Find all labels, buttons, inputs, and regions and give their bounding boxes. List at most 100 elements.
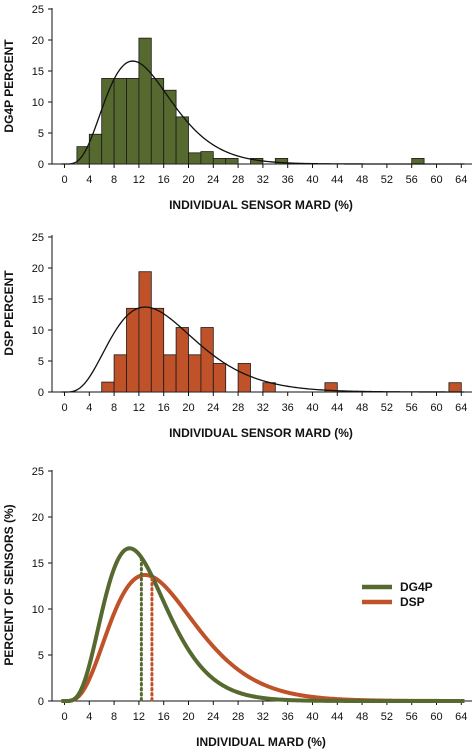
x-tick-label: 40 xyxy=(306,402,318,414)
histogram-bar xyxy=(200,327,214,393)
dg4p-curve xyxy=(60,546,465,703)
histogram-bar xyxy=(237,363,251,393)
y-tick-label: 20 xyxy=(32,512,44,524)
x-tick-label: 56 xyxy=(406,174,418,186)
x-tick-label: 12 xyxy=(133,174,145,186)
histogram-bar xyxy=(138,271,152,393)
histogram-bar xyxy=(163,89,177,165)
x-tick-label: 60 xyxy=(430,174,442,186)
x-tick-label: 4 xyxy=(86,711,92,723)
x-tick-label: 52 xyxy=(381,402,393,414)
y-tick-label: 10 xyxy=(32,97,44,109)
histogram-bar xyxy=(126,307,140,393)
x-tick-label: 36 xyxy=(282,402,294,414)
x-tick-label: 20 xyxy=(182,711,194,723)
x-tick-label: 36 xyxy=(282,174,294,186)
x-tick-label: 60 xyxy=(430,402,442,414)
x-tick-label: 24 xyxy=(207,174,219,186)
histogram-bar xyxy=(163,354,177,393)
x-axis-title: INDIVIDUAL SENSOR MARD (%) xyxy=(169,198,353,212)
y-tick-label: 5 xyxy=(38,356,44,368)
histogram-bar xyxy=(175,116,189,165)
legend-label-dsp: DSP xyxy=(400,595,425,609)
histogram-bar xyxy=(188,354,202,393)
histogram-bar xyxy=(188,152,202,165)
x-tick-label: 48 xyxy=(356,174,368,186)
fit-curve xyxy=(61,306,465,393)
y-tick-label: 0 xyxy=(38,696,44,708)
x-tick-label: 52 xyxy=(381,711,393,723)
histogram-bar xyxy=(225,158,239,165)
x-tick-label: 4 xyxy=(86,174,92,186)
y-tick-label: 20 xyxy=(32,263,44,275)
y-tick-label: 20 xyxy=(32,35,44,47)
x-tick-label: 32 xyxy=(257,711,269,723)
x-tick-label: 52 xyxy=(381,174,393,186)
x-tick-label: 0 xyxy=(61,711,67,723)
x-tick-label: 24 xyxy=(207,711,219,723)
histogram-bar xyxy=(113,354,127,393)
curves-panel: 0 4 8 12 16 20 24 28 32 36 40 44 48 52 56 60 64051015202… xyxy=(2,466,472,749)
y-tick-label: 10 xyxy=(32,325,44,337)
x-tick-label: 44 xyxy=(331,402,343,414)
x-tick-label: 56 xyxy=(406,402,418,414)
y-tick-label: 0 xyxy=(38,387,44,399)
histogram-bar xyxy=(138,37,152,165)
x-tick-label: 64 xyxy=(455,711,467,723)
x-tick-label: 0 xyxy=(61,174,67,186)
x-tick-label: 16 xyxy=(158,402,170,414)
tick-group: 0 4 8 12 16 20 24 28 32 36 40 44 48 52 56 60 64051015202… xyxy=(32,466,468,723)
x-tick-label: 20 xyxy=(182,402,194,414)
x-tick-label: 48 xyxy=(356,711,368,723)
bar-group xyxy=(101,271,462,393)
dg4p-histogram-panel: 0 4 8 12 16 20 24 28 32 36 40 44 48 52 56 60 64051015202… xyxy=(2,4,472,212)
histogram-bar xyxy=(175,327,189,393)
histogram-bar xyxy=(212,363,227,393)
y-tick-label: 0 xyxy=(38,159,44,171)
histogram-bar xyxy=(212,158,227,165)
fit-curve xyxy=(61,60,465,165)
x-tick-label: 32 xyxy=(257,174,269,186)
x-axis-title: INDIVIDUAL MARD (%) xyxy=(196,735,326,749)
histogram-bar xyxy=(150,78,165,165)
x-tick-label: 16 xyxy=(158,174,170,186)
y-tick-label: 15 xyxy=(32,66,44,78)
x-tick-label: 64 xyxy=(455,174,467,186)
y-tick-label: 15 xyxy=(32,294,44,306)
y-tick-label: 25 xyxy=(32,466,44,478)
x-tick-label: 60 xyxy=(430,711,442,723)
x-tick-label: 44 xyxy=(331,174,343,186)
legend-label-dg4p: DG4P xyxy=(400,580,433,594)
y-tick-label: 15 xyxy=(32,558,44,570)
histogram-bar xyxy=(113,78,127,165)
x-tick-label: 8 xyxy=(111,402,117,414)
dsp-histogram-panel: 0 4 8 12 16 20 24 28 32 36 40 44 48 52 56 60 64051015202… xyxy=(2,232,472,440)
x-tick-label: 36 xyxy=(282,711,294,723)
y-tick-label: 25 xyxy=(32,4,44,16)
x-tick-label: 12 xyxy=(133,711,145,723)
y-tick-label: 25 xyxy=(32,232,44,244)
histogram-bar xyxy=(200,151,214,165)
tick-group: 0 4 8 12 16 20 24 28 32 36 40 44 48 52 56 60 64051015202… xyxy=(32,4,468,186)
tick-group: 0 4 8 12 16 20 24 28 32 36 40 44 48 52 56 60 64051015202… xyxy=(32,232,468,414)
histogram-bar xyxy=(448,382,462,393)
y-tick-label: 5 xyxy=(38,650,44,662)
y-tick-label: 10 xyxy=(32,604,44,616)
y-tick-label: 5 xyxy=(38,128,44,140)
y-axis-title: DG4P PERCENT xyxy=(2,39,16,133)
x-tick-label: 40 xyxy=(306,174,318,186)
y-axis-title: DSP PERCENT xyxy=(2,270,16,356)
x-tick-label: 32 xyxy=(257,402,269,414)
x-tick-label: 0 xyxy=(61,402,67,414)
legend: DG4P DSP xyxy=(362,580,433,609)
x-tick-label: 4 xyxy=(86,402,92,414)
histogram-bar xyxy=(274,158,289,165)
x-tick-label: 8 xyxy=(111,174,117,186)
x-tick-label: 64 xyxy=(455,402,467,414)
histogram-bar xyxy=(126,78,140,165)
x-tick-label: 40 xyxy=(306,711,318,723)
x-tick-label: 56 xyxy=(406,711,418,723)
x-tick-label: 44 xyxy=(331,711,343,723)
x-tick-label: 8 xyxy=(111,711,117,723)
